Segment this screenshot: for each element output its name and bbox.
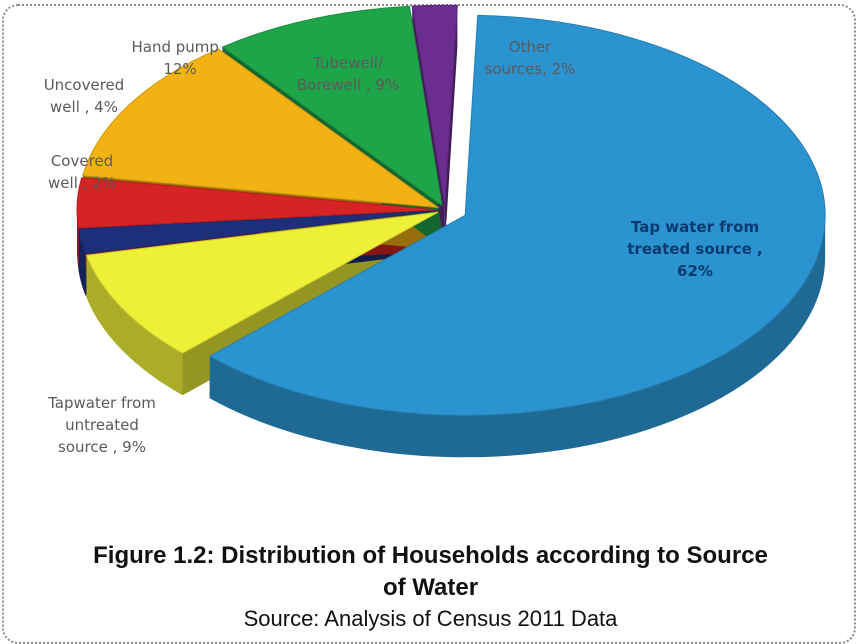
slice-rim-uncovered-well-0: [77, 209, 79, 270]
pie-chart: Tap water from treated source , 62% Tapwate…: [44, 4, 826, 458]
slice-rim-tap-water-from-treated-source-0: [209, 215, 826, 458]
data-label-hand-pump: Hand pump , 12%: [132, 38, 229, 78]
data-label-tapwater-from-untreated-source: Tapwater from untreated source , 9%: [47, 394, 156, 456]
slice-uncovered-well: [76, 177, 438, 229]
slice-rim-tapwater-from-untreated-source-0: [86, 255, 183, 396]
data-label-covered-well: Covered well , 2%: [48, 152, 116, 192]
data-label-other-sources: Other sources, 2%: [485, 38, 576, 78]
data-label-tubewell-borewell: Tubewell/Borewell , 9%: [297, 54, 399, 94]
data-label-uncovered-well: Uncovered well , 4%: [44, 76, 125, 116]
slice-tap-water-from-treated-source: [208, 14, 826, 416]
data-label-tap-water-from-treated-source: Tap water from treated source , 62%: [627, 218, 762, 280]
figure-title-line-2: of Water: [382, 574, 479, 601]
slice-covered-well: [77, 210, 438, 255]
figure-source: Source: Analysis of Census 2011 Data: [243, 606, 618, 631]
slice-face-other-sources-1: [444, 5, 458, 248]
figure-title-line-1: Figure 1.2: Distribution of Households a…: [93, 542, 768, 569]
figure-title: Figure 1.2: Distribution of Households a…: [20, 540, 841, 604]
slice-tubewell-borewell: [221, 5, 443, 207]
slice-hand-pump: [82, 48, 440, 209]
slice-tapwater-from-untreated-source: [85, 211, 439, 354]
slice-rim-covered-well-0: [78, 228, 86, 296]
slice-other-sources: [411, 4, 458, 206]
